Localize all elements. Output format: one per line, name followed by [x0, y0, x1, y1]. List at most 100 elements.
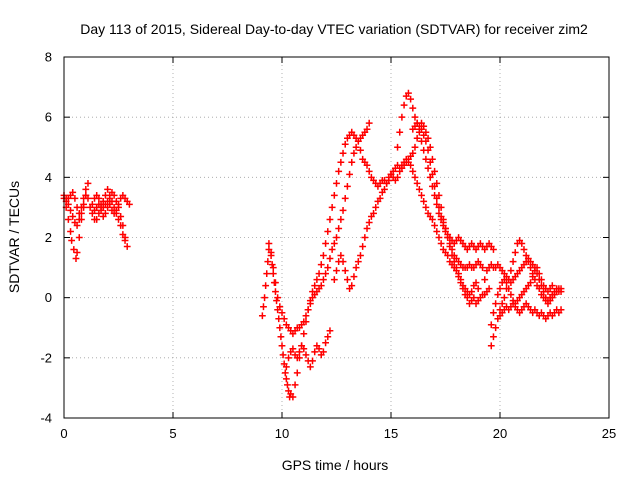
data-point	[115, 201, 122, 208]
data-point	[326, 327, 334, 335]
y-tick-label: 8	[45, 50, 52, 65]
data-point	[437, 240, 445, 247]
data-point	[106, 201, 114, 208]
data-point	[272, 279, 279, 287]
data-point	[413, 179, 421, 187]
data-point	[394, 173, 401, 181]
data-point	[282, 363, 290, 371]
data-point	[350, 149, 358, 157]
data-point	[494, 291, 502, 299]
data-point	[265, 240, 273, 247]
data-point	[258, 312, 266, 320]
y-tick-label: 0	[45, 290, 52, 305]
data-point	[431, 182, 438, 190]
series-arc-9	[496, 300, 565, 323]
data-point	[291, 381, 299, 389]
data-point	[73, 204, 81, 211]
data-point	[470, 294, 478, 302]
data-point	[418, 191, 425, 199]
data-point	[88, 201, 96, 208]
data-point	[413, 134, 421, 142]
data-point	[272, 288, 279, 296]
data-point	[121, 234, 129, 241]
data-point	[313, 276, 321, 284]
data-point	[457, 276, 465, 284]
data-point	[474, 285, 482, 293]
data-point	[322, 240, 329, 247]
x-axis-title: GPS time / hours	[282, 457, 389, 473]
data-point	[320, 348, 327, 356]
data-point	[333, 234, 340, 241]
data-point	[468, 288, 476, 296]
data-point	[350, 273, 358, 281]
data-point	[357, 252, 364, 259]
data-point	[398, 113, 406, 121]
data-point	[341, 194, 349, 202]
data-point	[422, 204, 430, 211]
data-point	[315, 270, 323, 277]
data-point	[269, 264, 277, 271]
data-point	[75, 234, 83, 241]
data-point	[511, 249, 519, 256]
data-point	[324, 333, 332, 341]
data-point	[333, 267, 340, 274]
data-point	[104, 185, 111, 193]
data-point	[557, 285, 565, 293]
data-point	[333, 179, 340, 187]
data-point	[269, 270, 277, 277]
data-point	[281, 369, 289, 377]
data-point	[429, 170, 436, 178]
x-tick-label: 5	[169, 426, 176, 441]
data-points	[60, 89, 565, 401]
axis-ticks	[63, 56, 610, 419]
data-point	[282, 375, 290, 383]
data-point	[311, 282, 319, 290]
data-point	[363, 225, 371, 232]
data-point	[557, 306, 565, 314]
data-point	[538, 276, 545, 284]
data-point	[99, 213, 107, 220]
data-point	[328, 246, 336, 253]
data-point	[315, 345, 323, 353]
data-point	[370, 210, 377, 217]
data-point	[337, 158, 345, 166]
data-point	[93, 216, 101, 223]
x-tick-label: 20	[493, 426, 507, 441]
data-point	[485, 285, 493, 293]
data-point	[365, 119, 373, 127]
data-point	[453, 264, 460, 271]
data-point	[348, 158, 356, 166]
data-point	[335, 225, 343, 232]
data-point	[84, 179, 92, 187]
data-point	[509, 258, 517, 265]
data-point	[317, 261, 325, 268]
data-point	[73, 249, 81, 256]
data-point	[411, 143, 419, 151]
data-point	[276, 303, 284, 311]
data-point	[309, 357, 316, 365]
data-point	[280, 315, 288, 323]
data-point	[411, 173, 419, 181]
y-tick-label: 6	[45, 110, 52, 125]
data-point	[296, 348, 303, 356]
data-point	[442, 225, 449, 232]
data-point	[487, 342, 495, 350]
data-point	[68, 237, 76, 244]
data-point	[448, 246, 456, 253]
data-point	[67, 228, 74, 235]
data-point	[324, 228, 332, 235]
data-point	[335, 167, 343, 175]
data-point	[326, 216, 334, 223]
data-point	[119, 222, 127, 229]
data-point	[422, 137, 430, 145]
data-point	[420, 131, 428, 139]
data-point	[346, 170, 353, 178]
data-point	[472, 279, 480, 287]
data-point	[326, 255, 334, 262]
y-tick-label: -4	[40, 411, 52, 426]
data-point	[409, 149, 417, 157]
data-point	[337, 216, 345, 223]
data-point	[455, 270, 462, 277]
data-point	[262, 282, 270, 290]
